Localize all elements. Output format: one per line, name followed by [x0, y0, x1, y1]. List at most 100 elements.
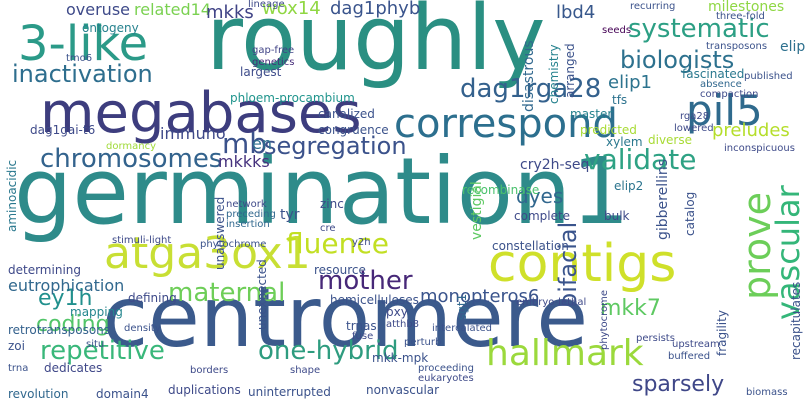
word-disastrous: disastrous	[521, 40, 537, 112]
word-megabases: megabases	[40, 81, 362, 146]
word-germination1: germination1	[14, 138, 630, 245]
word-mother: mother	[318, 266, 413, 296]
word-inconspicuous: inconspicuous	[724, 143, 795, 154]
word-pil5: pil5	[686, 86, 763, 135]
word-phytocrome: phytocrome	[599, 289, 610, 350]
word-duplications: duplications	[168, 383, 241, 397]
word-upstream: upstream	[672, 339, 720, 350]
word-lineage: lineage	[248, 0, 285, 10]
word-recurring: recurring	[630, 1, 676, 12]
word-predicted: predicted	[580, 123, 637, 137]
word-pxy: pxy	[386, 305, 408, 319]
word-transposons: transposons	[706, 41, 768, 52]
word-insertion: insertion	[226, 219, 270, 230]
word-dedicates: dedicates	[44, 361, 103, 375]
word-eutrophication: eutrophication	[8, 276, 125, 295]
word-elip2: elip2	[614, 179, 644, 193]
word-trna: situ	[86, 339, 105, 350]
word-genetics: genetics	[252, 57, 295, 68]
word-absence: absence	[700, 79, 742, 90]
word-atthb8: atthb8	[386, 319, 420, 330]
word-sgt1: sgt1	[455, 293, 469, 320]
word-phloem-procambium: phloem-procambium	[230, 91, 355, 105]
word-bulk: trna	[8, 363, 29, 374]
word-correspond: correspond	[394, 101, 618, 147]
word-gap-free: gap-free	[252, 45, 295, 56]
word-determining: determining	[8, 263, 81, 277]
word-three-fold: three-fold	[716, 11, 765, 22]
word-network: network	[226, 199, 267, 210]
word-overuse: overuse	[66, 0, 130, 19]
word-arranged: arranged	[563, 43, 577, 98]
word-mkk7: mkk7	[600, 296, 661, 321]
word-nonvascular: nonvascular	[366, 383, 440, 397]
word-defining: defining	[128, 291, 177, 305]
word-coding: coding	[36, 312, 110, 337]
word-fragility: fragility	[715, 310, 729, 356]
word-uninterrupted: uninterrupted	[248, 385, 331, 399]
word-bifacial: bifacial	[554, 221, 582, 308]
word-ey1h: ey1h	[38, 286, 93, 311]
word-density: density	[124, 323, 161, 334]
word-congruence: congruence	[318, 123, 389, 137]
word-preceding: preceding	[226, 209, 276, 220]
word-dag1rga28: dag1rga28	[460, 74, 602, 104]
word-elip: elip	[780, 39, 806, 55]
word-persists: persists	[636, 333, 675, 344]
word-borders: borders	[190, 365, 229, 376]
word-dyes: dyes	[516, 184, 564, 208]
word-cry2h-seq: cry2h-seq	[520, 157, 590, 173]
word-perturb: perturb	[404, 337, 442, 348]
word-buffered: buffered	[668, 351, 711, 362]
word-trnas: trnas	[346, 319, 377, 333]
word-phytochrome: phytochrome	[200, 239, 267, 250]
word-stimuli-light: stimuli-light	[112, 235, 172, 246]
word-fascinated: fascinated	[682, 67, 745, 81]
word-repetitive: repetitive	[40, 336, 165, 366]
word-seeds: seeds	[602, 25, 632, 36]
word-preludes: preludes	[712, 120, 790, 141]
word-situ: zoi	[8, 339, 25, 353]
word-xylem: xylem	[606, 135, 643, 149]
word-recombinase: recombinase	[462, 183, 540, 197]
word-chemistry: chemistry	[547, 44, 561, 104]
word-atga3ox1: atga3ox1	[104, 228, 311, 279]
word-roughly: roughly	[206, 0, 546, 91]
word-embryo-lethal: embryo-lethal	[516, 297, 587, 308]
word-largest: largest	[240, 65, 282, 79]
word-immuno: immuno	[160, 124, 226, 143]
word-recapitulates: recapitulates	[789, 281, 803, 360]
word-vestigial: vestigial	[469, 181, 485, 240]
word-tmo6: tmo6	[66, 53, 93, 64]
word-related14: related14	[134, 0, 211, 19]
word-biomass: biomass	[746, 387, 788, 398]
word-fuse: fuse	[352, 331, 374, 342]
word-master: master	[570, 107, 613, 121]
word-maternal: maternal	[168, 278, 286, 308]
word-constellation: constellation	[492, 239, 569, 253]
word-lbd4: lbd4	[556, 2, 596, 23]
word-mkk-mpk: mkk-mpk	[372, 351, 429, 365]
word-tfs: tfs	[612, 93, 628, 107]
word-inactivation: inactivation	[12, 60, 153, 88]
word-domain4: domain4	[96, 387, 149, 401]
word-systematic: systematic	[628, 14, 770, 44]
word-mapping: mapping	[70, 305, 123, 319]
word-monopteros6: monopteros6	[420, 286, 540, 307]
word-dag1gai-t6: dag1gai-t6	[30, 123, 96, 137]
word-revolution: revolution	[8, 387, 69, 401]
word-validate: validate	[584, 143, 697, 176]
word-mb: mb	[222, 127, 268, 160]
word-unexpected: unexpected	[255, 259, 269, 330]
word-proceeding: proceeding	[418, 363, 474, 374]
word-segregation: segregation	[264, 132, 407, 160]
word-contigs: contigs	[488, 234, 677, 294]
word-unanswered: unanswered	[213, 196, 227, 270]
word-shape: shape	[290, 365, 321, 376]
word-resource: resource	[314, 263, 366, 277]
word-cost: y2h	[352, 237, 371, 248]
word-retrotransposons: retrotransposons	[8, 323, 111, 337]
word-dormancy: dormancy	[106, 141, 157, 152]
word-chromosomes: chromosomes	[40, 144, 223, 174]
word-canalized: canalized	[318, 107, 375, 121]
